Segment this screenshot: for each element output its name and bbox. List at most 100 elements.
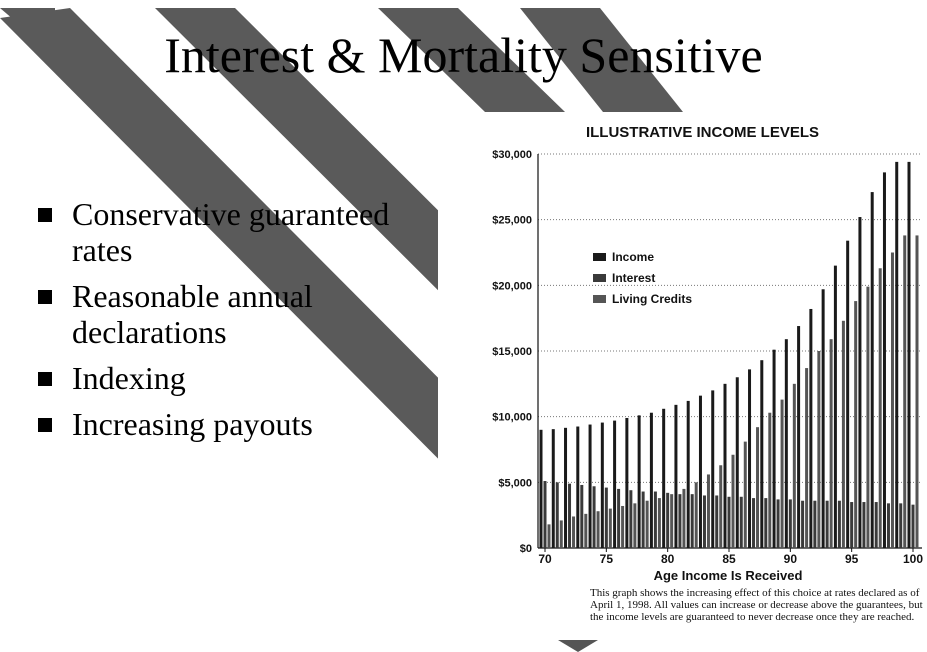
legend-item: Income [593,246,692,267]
bar-income [809,308,813,548]
bullet-text: Reasonable annual declarations [72,278,313,350]
x-tick-label: 85 [722,552,736,566]
bar-income [772,349,776,548]
bar-interest [825,500,829,548]
bar-interest [911,504,915,548]
x-tick-label: 80 [661,552,675,566]
bar-living-credits [780,399,784,548]
x-tick-label: 95 [845,552,859,566]
bar-interest [776,499,780,548]
bar-income [576,426,580,548]
bar-income [539,429,543,548]
bar-interest [715,495,719,548]
bar-income [674,404,678,548]
x-tick-label: 90 [784,552,798,566]
bar-living-credits [621,505,625,548]
bar-interest [727,496,731,548]
diagonal-stripe [0,8,512,533]
bullet-list: Conservative guaranteed rates Reasonable… [36,196,392,452]
bar-income [711,390,715,548]
bar-living-credits [633,503,637,548]
legend-label: Living Credits [612,291,693,306]
bullet-square-icon [38,418,52,432]
bullet-item: Reasonable annual declarations [36,278,392,350]
bar-interest [801,500,805,548]
income-bar-chart: $30,000 $25,000 $20,000 $15,000 $10,000 $5,00… [492,149,923,566]
bar-living-credits [841,320,845,548]
legend-item: Living Credits [593,288,692,309]
chart-legend: Income Interest Living Credits [593,246,692,309]
y-tick-label: $10,000 [492,412,532,424]
bar-living-credits [829,339,833,548]
diagonal-stripe [378,8,565,112]
bar-interest [899,503,903,548]
bar-income [748,369,752,548]
bar-living-credits [756,427,760,548]
bar-interest [617,488,621,548]
bar-interest [629,490,633,548]
x-tick-label: 100 [903,552,923,566]
bar-income [625,417,629,548]
bullet-item: Conservative guaranteed rates [36,196,392,268]
bar-living-credits [890,252,894,548]
bar-income [637,415,641,548]
bar-interest [555,482,559,548]
chart-panel: ILLUSTRATIVE INCOME LEVELS $30,000 $25,00… [438,112,927,652]
bar-interest [837,500,841,548]
bar-income [551,429,555,548]
y-tick-label: $5,000 [498,477,532,489]
y-tick-label: $30,000 [492,149,532,161]
bar-living-credits [866,286,870,548]
bar-income [760,360,764,548]
bar-income [821,289,825,548]
bar-income [735,377,739,548]
bar-income [564,427,568,548]
bar-living-credits [596,511,600,548]
bar-income [797,326,801,548]
bar-living-credits [817,351,821,548]
bar-income [833,265,837,548]
bullet-square-icon [38,290,52,304]
y-tick-label: $0 [520,543,532,555]
bar-living-credits [768,412,772,548]
bar-income [882,172,886,548]
bullet-text: Indexing [72,360,186,396]
y-tick-label: $25,000 [492,215,532,227]
bar-interest [543,481,547,548]
bar-income [907,161,911,548]
bar-interest [568,483,572,548]
bar-income [686,400,690,548]
bar-income [784,339,788,548]
bar-interest [813,500,817,548]
bar-interest [641,491,645,548]
bar-income [613,420,617,548]
bar-interest [592,486,596,548]
bar-income [662,408,666,548]
legend-swatch [593,273,606,282]
bullet-square-icon [38,372,52,386]
bar-interest [752,498,756,548]
bar-living-credits [719,465,723,548]
y-tick-label: $20,000 [492,280,532,292]
bar-living-credits [572,516,576,548]
x-axis-label: Age Income Is Received [653,568,803,583]
bar-living-credits [903,235,907,548]
bar-living-credits [743,441,747,548]
legend-label: Interest [612,270,656,285]
bullet-text: Conservative guaranteed rates [72,196,390,268]
x-tick-label: 75 [600,552,614,566]
bar-living-credits [608,508,612,548]
bar-income [600,422,604,548]
legend-item: Interest [593,267,692,288]
x-tick-label: 70 [538,552,552,566]
bullet-item: Increasing payouts [36,406,392,442]
bar-living-credits [854,301,858,548]
bar-interest [886,503,890,548]
chart-caption: This graph shows the increasing effect o… [590,587,923,623]
legend-label: Income [612,249,655,264]
bar-income [588,424,592,548]
bar-interest [666,492,670,548]
chart-title: ILLUSTRATIVE INCOME LEVELS [585,124,820,141]
bar-interest [739,496,743,548]
